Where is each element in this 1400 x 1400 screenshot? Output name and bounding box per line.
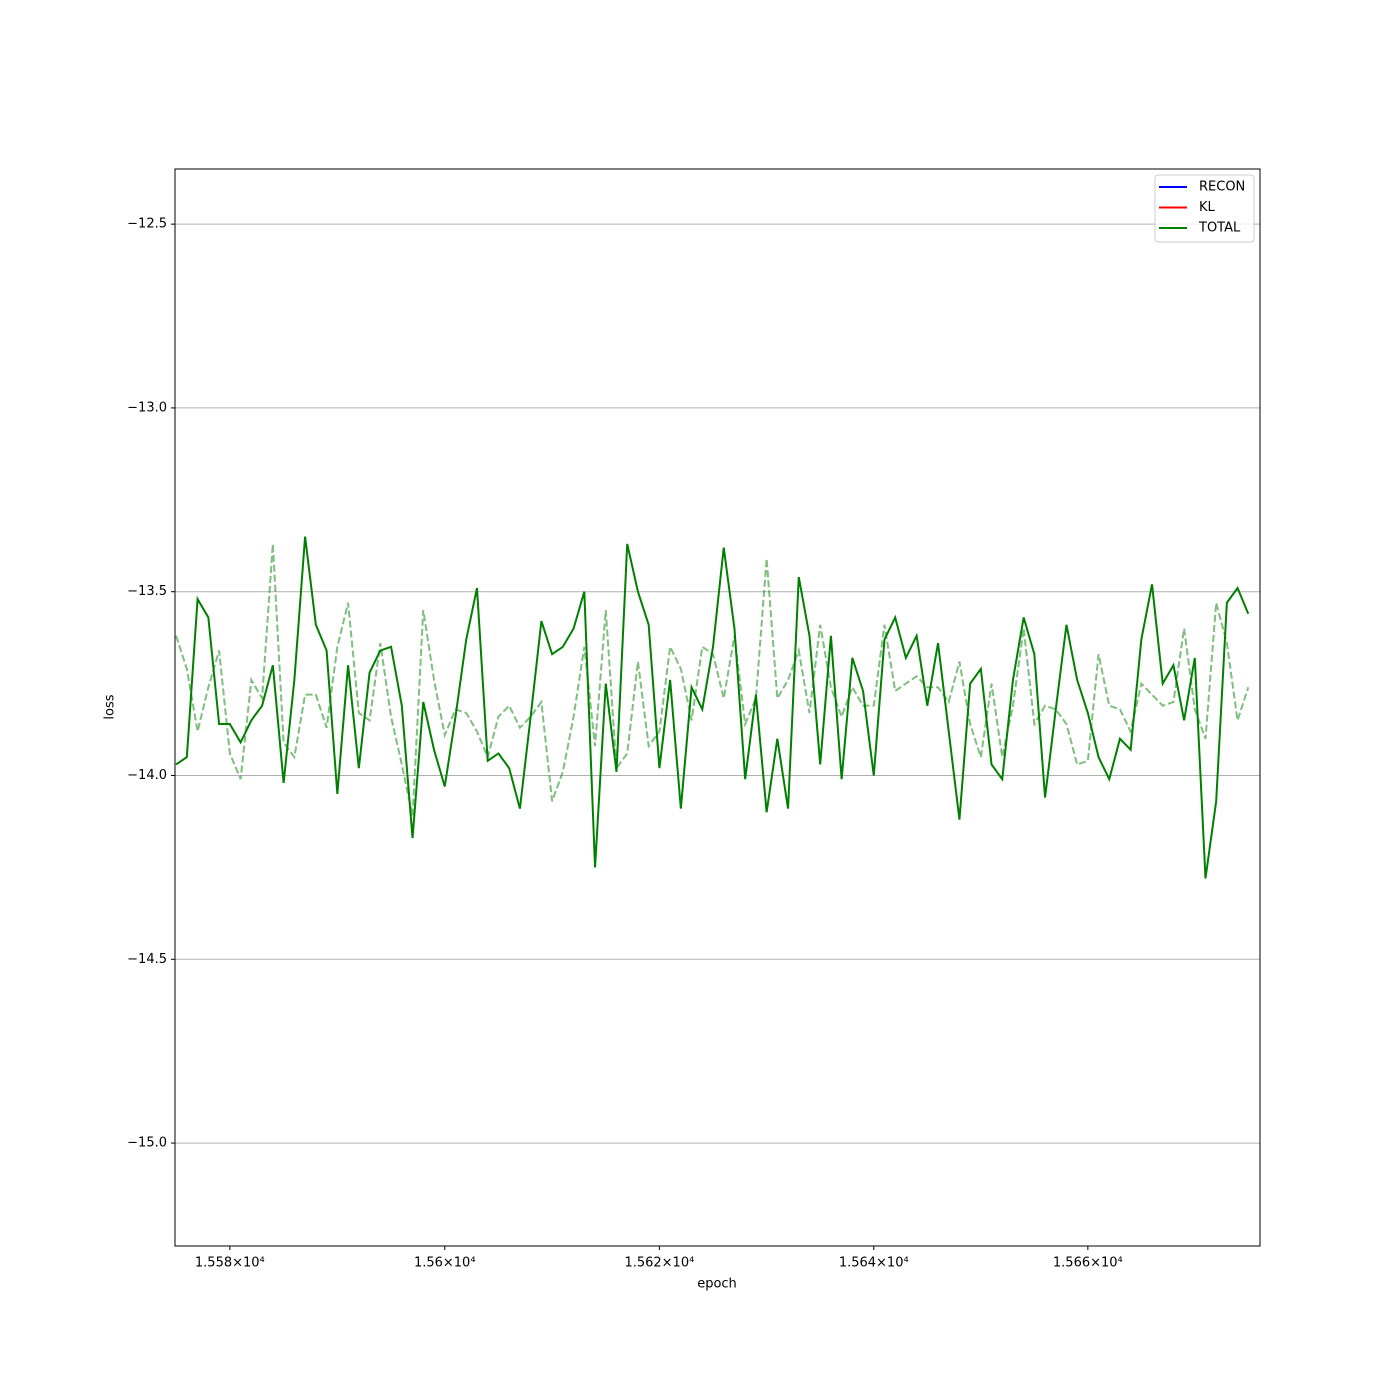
x-tick-label: 1.564×10⁴ (839, 1256, 909, 1271)
y-tick-label: −14.5 (127, 952, 167, 967)
legend-box (1154, 174, 1255, 243)
legend-label: TOTAL (1198, 221, 1241, 236)
x-tick-label: 1.558×10⁴ (195, 1256, 265, 1271)
y-tick-label: −14.0 (127, 768, 167, 783)
y-tick-label: −15.0 (127, 1136, 167, 1151)
x-tick-label: 1.566×10⁴ (1053, 1256, 1123, 1271)
x-tick-label: 1.562×10⁴ (624, 1256, 694, 1271)
y-tick-label: −13.5 (127, 584, 167, 599)
y-tick-label: −13.0 (127, 400, 167, 415)
legend-label: RECON (1199, 180, 1245, 195)
line (175, 536, 1250, 879)
x-axis-label: epoch (697, 1277, 737, 1292)
line (175, 543, 1250, 817)
legend-label: KL (1199, 200, 1216, 215)
x-tick-label: 1.56×10⁴ (414, 1256, 476, 1271)
plot-frame (174, 168, 1261, 1247)
y-tick-label: −12.5 (127, 217, 167, 232)
y-axis-label: loss (103, 694, 118, 719)
